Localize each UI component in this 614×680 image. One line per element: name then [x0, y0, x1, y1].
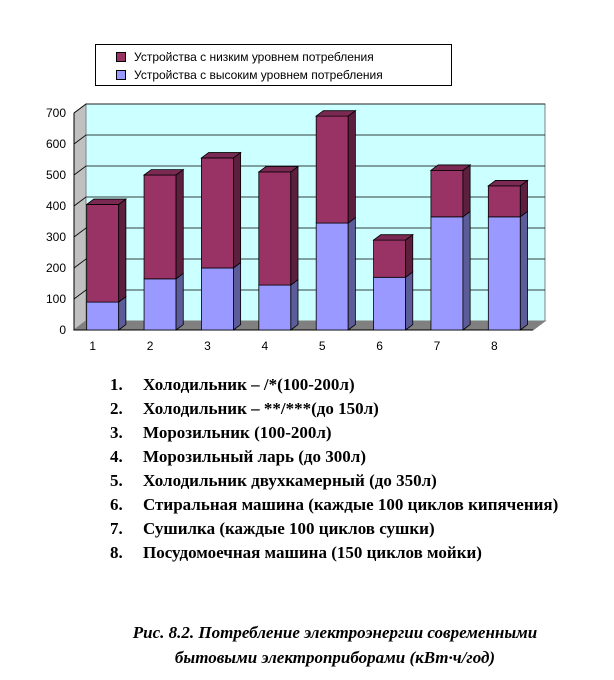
bar-low-front	[430, 169, 464, 218]
y-tick-label: 200	[46, 261, 66, 275]
list-item-text: Сушилка (каждые 100 циклов сушки)	[143, 519, 435, 538]
x-tick-label: 3	[204, 339, 211, 353]
list-item-number: 1.	[110, 375, 123, 394]
y-tick-label: 0	[59, 323, 66, 337]
list-item-number: 2.	[110, 399, 123, 418]
list-item-number: 6.	[110, 495, 123, 514]
bar-low-top	[487, 180, 529, 187]
gridline	[73, 103, 545, 114]
bar-high-front	[487, 216, 521, 331]
gridline	[73, 227, 545, 238]
bar-high-front	[143, 278, 177, 331]
legend-item-high: Устройства с высоким уровнем потребления	[116, 68, 383, 82]
bar-high-side	[233, 261, 242, 331]
list-item-text: Холодильник – /*(100-200л)	[143, 375, 355, 394]
list-item: 8. Посудомоечная машина (150 циклов мойки…	[110, 541, 560, 565]
list-item: 5. Холодильник двухкамерный (до 350л)	[110, 469, 560, 493]
caption-line-1: Рис. 8.2. Потребление электроэнергии сов…	[132, 623, 538, 642]
bar-low-side	[519, 179, 528, 218]
caption-line-2: бытовыми электроприборами (кВт·ч/год)	[174, 648, 496, 667]
list-item-text: Стиральная машина (каждые 100 циклов кип…	[143, 495, 559, 514]
bar-low-top	[429, 164, 472, 171]
bar-low-top	[314, 110, 357, 117]
list-item: 6. Стиральная машина (каждые 100 циклов к…	[110, 493, 560, 517]
bar-high-front	[373, 276, 406, 331]
bar-high-front	[201, 267, 234, 331]
bar-low-top	[142, 169, 185, 176]
bar-low-front	[201, 157, 234, 269]
list-item-number: 4.	[110, 447, 123, 466]
list-item: 7. Сушилка (каждые 100 циклов сушки)	[110, 517, 560, 541]
bar-high-side	[290, 278, 299, 331]
bar-high-side	[519, 210, 528, 331]
plot-side-wall	[73, 103, 87, 331]
legend-item-low: Устройства с низким уровнем потребления	[116, 50, 374, 64]
y-tick-label: 100	[46, 292, 66, 306]
x-tick-label: 4	[261, 339, 268, 353]
list-item-number: 8.	[110, 543, 123, 562]
bar-low-front	[373, 239, 406, 278]
bar-high-side	[347, 216, 356, 331]
list-item-text: Посудомоечная машина (150 циклов мойки)	[143, 543, 482, 562]
bar-low-top	[85, 198, 128, 205]
bar-low-side	[233, 151, 242, 269]
bar-low-side	[118, 198, 127, 303]
bar-high-front	[315, 222, 349, 331]
x-tick-label: 2	[147, 339, 154, 353]
list-item: 3. Морозильник (100-200л)	[110, 421, 560, 445]
bar-low-top	[257, 166, 300, 173]
bar-low-front	[487, 185, 521, 218]
list-item-text: Морозильный ларь (до 300л)	[143, 447, 366, 466]
list-item-number: 7.	[110, 519, 123, 538]
appliance-list: 1. Холодильник – /*(100-200л) 2. Холодильн…	[110, 373, 560, 565]
list-item: 4. Морозильный ларь (до 300л)	[110, 445, 560, 469]
x-tick-label: 7	[434, 339, 441, 353]
bar-low-side	[347, 109, 356, 224]
list-item-text: Холодильник – **/***(до 150л)	[143, 399, 379, 418]
list-item-number: 5.	[110, 471, 123, 490]
y-tick-label: 300	[46, 230, 66, 244]
figure-caption: Рис. 8.2. Потребление электроэнергии сов…	[60, 620, 610, 670]
x-tick-label: 1	[89, 339, 96, 353]
bar-high-side	[405, 271, 414, 331]
chart-legend: Устройства с низким уровнем потребления …	[95, 44, 452, 86]
bar-high-front	[258, 284, 292, 331]
bar-low-front	[258, 171, 292, 286]
x-tick-label: 5	[319, 339, 326, 353]
y-tick-label: 500	[46, 168, 66, 182]
list-item-number: 3.	[110, 423, 123, 442]
gridline	[73, 165, 545, 176]
legend-label-low: Устройства с низким уровнем потребления	[134, 50, 374, 64]
bar-high-front	[86, 301, 120, 331]
legend-label-high: Устройства с высоким уровнем потребления	[134, 68, 383, 82]
bar-low-front	[315, 115, 349, 224]
bar-low-front	[86, 204, 120, 303]
gridline	[73, 196, 545, 207]
gridline	[73, 134, 545, 145]
bar-low-side	[290, 165, 299, 286]
list-item-text: Морозильник (100-200л)	[143, 423, 332, 442]
y-tick-label: 400	[46, 199, 66, 213]
bar-high-front	[430, 216, 464, 331]
list-item: 2. Холодильник – **/***(до 150л)	[110, 397, 560, 421]
bar-low-side	[405, 233, 414, 279]
bar-low-top	[200, 152, 242, 159]
bar-low-front	[143, 174, 177, 280]
bar-low-side	[175, 168, 184, 280]
x-tick-label: 6	[376, 339, 383, 353]
legend-swatch-low	[116, 52, 126, 62]
bar-high-side	[462, 210, 471, 331]
bar-chart: 0 100 200 300 400 500 600 700 1 2 3 4 5 6 7 8	[46, 103, 547, 353]
y-tick-label: 600	[46, 137, 66, 151]
bar-low-top	[372, 234, 414, 241]
list-item: 1. Холодильник – /*(100-200л)	[110, 373, 560, 397]
legend-swatch-high	[116, 70, 126, 80]
x-tick-label: 8	[491, 339, 498, 353]
bar-low-side	[462, 164, 471, 218]
list-item-text: Холодильник двухкамерный (до 350л)	[143, 471, 437, 490]
y-tick-label: 700	[46, 106, 66, 120]
bar-high-side	[175, 272, 184, 331]
